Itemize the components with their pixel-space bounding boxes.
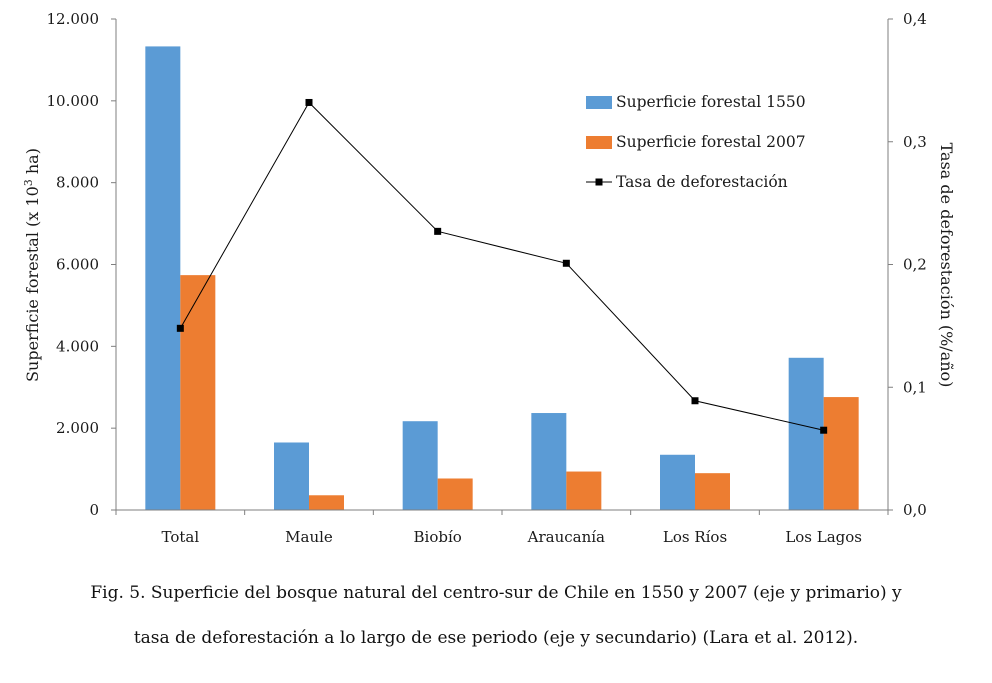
chart: 0 2.000 4.000 6.000 8.000 10.000 12.000 0,0 0,1 0…	[22, 10, 956, 546]
legend-swatch-1	[586, 136, 612, 149]
bar-series-1-3	[531, 413, 567, 510]
y-tick-label-2: 4.000	[56, 337, 99, 355]
axes-layer	[111, 18, 893, 515]
bars-layer	[145, 46, 859, 511]
line-layer	[176, 98, 828, 434]
y-tick-label-1: 2.000	[56, 419, 99, 437]
y-tick-label-6: 12.000	[47, 10, 100, 28]
bar-series-2-0	[180, 275, 216, 510]
line-point-0	[176, 324, 184, 332]
x-tick-label-1: Maule	[285, 528, 333, 546]
x-tick-label-0: Total	[162, 528, 200, 546]
x-tick-label-2: Biobío	[414, 528, 462, 546]
line-point-3	[562, 259, 570, 267]
line-point-4	[691, 397, 699, 405]
legend-label-1: Superficie forestal 2007	[616, 133, 806, 151]
x-tick-label-5: Los Lagos	[785, 528, 862, 546]
bar-series-1-0	[145, 46, 181, 511]
line-point-2	[434, 227, 442, 235]
y2-tick-label-3: 0,3	[903, 133, 927, 151]
bar-series-2-4	[695, 473, 730, 510]
y2-tick-label-0: 0,0	[903, 501, 927, 519]
y-tick-label-5: 10.000	[47, 92, 100, 110]
bar-series-2-3	[566, 471, 602, 510]
legend-swatch-0	[586, 96, 612, 109]
line-series-path	[179, 101, 824, 431]
x-tick-label-4: Los Ríos	[663, 528, 727, 546]
bar-series-1-1	[274, 442, 309, 510]
bar-series-1-4	[660, 454, 695, 510]
bar-series-1-5	[788, 357, 824, 510]
bar-series-1-2	[402, 421, 438, 510]
legend-label-2: Tasa de deforestación	[616, 173, 788, 191]
line-point-1	[305, 98, 313, 106]
y-axis-title: Superficie forestal (x 103 ha)	[22, 148, 42, 382]
bar-series-2-1	[309, 495, 344, 510]
y2-tick-label-2: 0,2	[903, 256, 927, 274]
legend-label-0: Superficie forestal 1550	[616, 93, 806, 111]
y-tick-label-0: 0	[89, 501, 99, 519]
bar-series-2-2	[437, 478, 473, 510]
ticks-layer: 0 2.000 4.000 6.000 8.000 10.000 12.000 0,0 0,1 0…	[47, 10, 927, 546]
legend-marker-2	[595, 178, 603, 186]
y2-tick-label-1: 0,1	[903, 378, 927, 396]
figure-caption-line-1: Fig. 5. Superficie del bosque natural de…	[90, 583, 902, 603]
figure-caption-line-2: tasa de deforestación a lo largo de ese …	[133, 628, 859, 648]
x-tick-label-3: Araucanía	[527, 528, 605, 546]
bar-series-2-5	[823, 397, 859, 510]
legend: Superficie forestal 1550 Superficie fores…	[586, 93, 806, 191]
y2-axis-title: Tasa de deforestación (%/año)	[937, 143, 956, 388]
y2-tick-label-4: 0,4	[903, 10, 927, 28]
y-tick-label-3: 6.000	[56, 256, 99, 274]
line-point-5	[820, 426, 828, 434]
y-tick-label-4: 8.000	[56, 174, 99, 192]
